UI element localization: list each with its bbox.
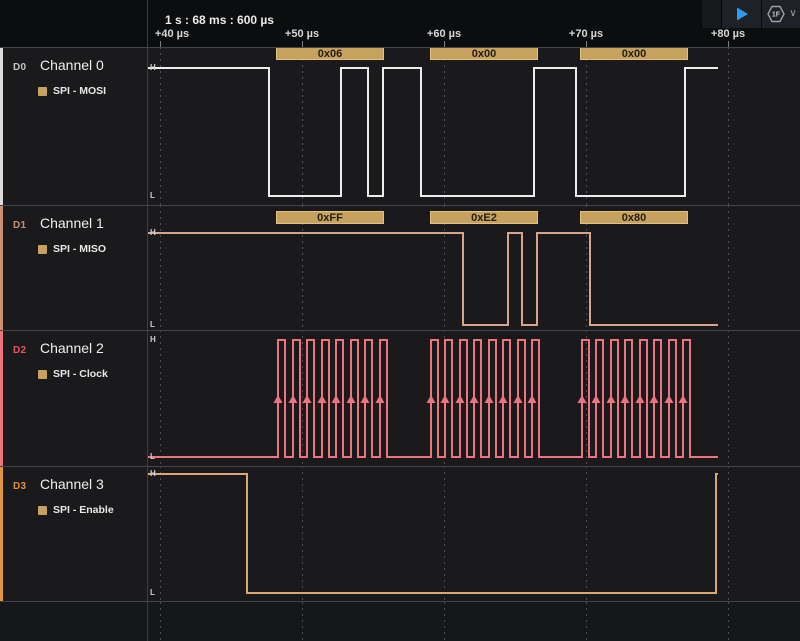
- timeline-tick-mark: [728, 41, 729, 47]
- device-badge-icon: 1F: [767, 5, 786, 23]
- analyzer-color-swatch-icon: [38, 244, 47, 254]
- channel-id-label: D2: [13, 345, 27, 356]
- channel-color-strip: [0, 205, 3, 330]
- high-level-marker: H: [150, 469, 156, 478]
- clock-rising-edge-arrow-icon: [606, 395, 616, 403]
- clock-rising-edge-arrow-icon: [527, 395, 537, 403]
- channel-name[interactable]: Channel 0: [40, 57, 104, 73]
- high-level-marker: H: [150, 335, 156, 344]
- clock-rising-edge-arrow-icon: [375, 395, 385, 403]
- decoded-byte-annotation: 0x80: [580, 211, 688, 224]
- device-menu-button[interactable]: 1F ∨: [761, 0, 800, 28]
- clock-rising-edge-arrow-icon: [620, 395, 630, 403]
- decoded-byte-annotation: 0x06: [276, 47, 384, 60]
- low-level-marker: L: [150, 588, 155, 597]
- clock-rising-edge-arrow-icon: [426, 395, 436, 403]
- channel-id-label: D0: [13, 62, 27, 73]
- clock-rising-edge-arrow-icon: [577, 395, 587, 403]
- channel-id-label: D3: [13, 481, 27, 492]
- row-separator: [0, 205, 800, 206]
- analyzer-tag[interactable]: SPI - Enable: [38, 504, 114, 516]
- clock-rising-edge-arrow-icon: [455, 395, 465, 403]
- analyzer-name: SPI - MISO: [53, 243, 107, 255]
- low-level-marker: L: [150, 191, 155, 200]
- play-icon: [736, 7, 748, 21]
- analyzer-name: SPI - MOSI: [53, 85, 107, 97]
- analyzer-name: SPI - Enable: [53, 504, 114, 516]
- clock-rising-edge-arrow-icon: [302, 395, 312, 403]
- low-level-marker: L: [150, 320, 155, 329]
- clock-rising-edge-arrow-icon: [288, 395, 298, 403]
- decoded-byte-annotation: 0xE2: [430, 211, 538, 224]
- channel-id-label: D1: [13, 220, 27, 231]
- clock-rising-edge-arrow-icon: [440, 395, 450, 403]
- row-separator: [0, 47, 800, 48]
- channel-name[interactable]: Channel 1: [40, 215, 104, 231]
- analyzer-color-swatch-icon: [38, 86, 47, 96]
- capture-toolbar: 1F ∨: [701, 0, 800, 28]
- timeline-tick-mark: [444, 41, 445, 47]
- decoded-byte-annotation: 0xFF: [276, 211, 384, 224]
- waveform-d2[interactable]: [147, 330, 800, 466]
- timeline-tick-label: +60 µs: [426, 28, 462, 40]
- clock-rising-edge-arrow-icon: [649, 395, 659, 403]
- bottom-gridlines: [160, 602, 729, 641]
- clock-rising-edge-arrow-icon: [273, 395, 283, 403]
- channel-name[interactable]: Channel 3: [40, 476, 104, 492]
- row-separator: [0, 466, 800, 467]
- timeline-tick-label: +40 µs: [154, 28, 190, 40]
- timeline-tick-label: +70 µs: [568, 28, 604, 40]
- clock-rising-edge-arrow-icon: [469, 395, 479, 403]
- analyzer-tag[interactable]: SPI - MISO: [38, 243, 106, 255]
- toolbar-spacer: [701, 0, 721, 28]
- chevron-down-icon: ∨: [789, 8, 797, 19]
- timeline-tick-mark: [586, 41, 587, 47]
- timeline-tick-mark: [302, 41, 303, 47]
- clock-rising-edge-arrow-icon: [513, 395, 523, 403]
- clock-rising-edge-arrow-icon: [331, 395, 341, 403]
- waveform-d3[interactable]: [147, 466, 800, 601]
- clock-rising-edge-arrow-icon: [360, 395, 370, 403]
- waveform-d1[interactable]: [147, 205, 800, 330]
- channel-color-strip: [0, 330, 3, 466]
- clock-rising-edge-arrow-icon: [635, 395, 645, 403]
- clock-rising-edge-arrow-icon: [498, 395, 508, 403]
- bottom-panel: [0, 602, 800, 641]
- channel-row-d1: D1 Channel 1 SPI - MISO H L 0xFF 0xE2 0x80: [0, 205, 800, 330]
- low-level-marker: L: [150, 452, 155, 461]
- analyzer-tag[interactable]: SPI - Clock: [38, 368, 108, 380]
- decoded-byte-annotation: 0x00: [580, 47, 688, 60]
- clock-rising-edge-arrow-icon: [346, 395, 356, 403]
- channel-row-d0: D0 Channel 0 SPI - MOSI H L 0x06 0x00 0x00: [0, 47, 800, 205]
- analyzer-color-swatch-icon: [38, 505, 47, 515]
- start-capture-button[interactable]: [721, 0, 761, 28]
- timeline-tick-label: +50 µs: [284, 28, 320, 40]
- row-separator: [0, 330, 800, 331]
- svg-text:1F: 1F: [772, 12, 781, 19]
- clock-rising-edge-arrow-icon: [317, 395, 327, 403]
- row-separator: [0, 601, 800, 602]
- timeline-tick-label: +80 µs: [710, 28, 746, 40]
- clock-rising-edge-arrow-icon: [484, 395, 494, 403]
- label-panel-divider: [147, 0, 148, 641]
- channel-row-d3: D3 Channel 3 SPI - Enable H L: [0, 466, 800, 601]
- timeline-header[interactable]: 1 s : 68 ms : 600 µs +40 µs +50 µs +60 µs +…: [0, 0, 800, 47]
- channel-color-strip: [0, 466, 3, 601]
- timeline-tick-mark: [160, 41, 161, 47]
- decoded-byte-annotation: 0x00: [430, 47, 538, 60]
- channel-name[interactable]: Channel 2: [40, 340, 104, 356]
- clock-rising-edge-arrow-icon: [678, 395, 688, 403]
- channel-color-strip: [0, 47, 3, 205]
- analyzer-tag[interactable]: SPI - MOSI: [38, 85, 106, 97]
- cursor-time-readout: 1 s : 68 ms : 600 µs: [165, 13, 274, 27]
- analyzer-color-swatch-icon: [38, 369, 47, 379]
- clock-rising-edge-arrow-icon: [664, 395, 674, 403]
- high-level-marker: H: [150, 228, 156, 237]
- waveform-d0[interactable]: [147, 47, 800, 205]
- high-level-marker: H: [150, 63, 156, 72]
- clock-rising-edge-arrow-icon: [591, 395, 601, 403]
- analyzer-name: SPI - Clock: [53, 368, 108, 380]
- channel-row-d2: D2 Channel 2 SPI - Clock H L: [0, 330, 800, 466]
